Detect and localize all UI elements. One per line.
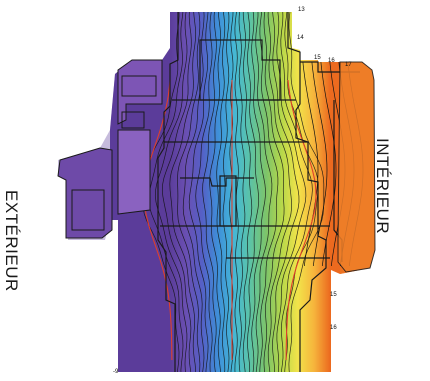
thermal-break xyxy=(180,177,254,187)
isotherm-line xyxy=(182,12,205,372)
profile-mid xyxy=(117,129,151,215)
profile-chamber-2 xyxy=(121,111,145,129)
outline-right xyxy=(287,12,327,372)
isotherm-lines xyxy=(142,12,364,372)
isotherm-line xyxy=(276,12,307,372)
iso-label-17: 17 xyxy=(345,62,352,68)
iso-label-13: 13 xyxy=(298,7,305,13)
isotherm-line-interior xyxy=(320,61,337,267)
isotherm-line xyxy=(238,12,246,372)
iso-label-15b: 15 xyxy=(330,292,337,298)
isotherm-line xyxy=(177,12,201,372)
isotherm-line xyxy=(280,12,313,372)
isotherm-line xyxy=(195,12,213,372)
iso-label-16b: 16 xyxy=(330,325,337,331)
isotherm-line xyxy=(216,12,226,372)
interior-chamber xyxy=(337,61,376,273)
isotherm-line xyxy=(209,12,222,372)
isotherm-line xyxy=(161,12,192,372)
isotherm-line xyxy=(242,12,253,372)
interior-label: INTÉRIEUR xyxy=(373,138,392,235)
iso-label-15: 15 xyxy=(314,55,321,61)
critical-isotherm xyxy=(285,79,317,361)
outline-left xyxy=(157,12,179,372)
profile-chamber-3 xyxy=(71,189,105,231)
isotherm-line xyxy=(222,12,230,372)
isotherm-line xyxy=(202,12,217,372)
critical-isotherms xyxy=(143,79,317,361)
isotherm-line xyxy=(251,12,266,372)
iso-label-14: 14 xyxy=(297,35,304,41)
isotherm-line xyxy=(154,12,188,372)
interior-lip xyxy=(300,61,360,73)
isotherm-line xyxy=(259,12,279,372)
isotherm-line-interior xyxy=(302,61,319,267)
isotherm-value-labels: 13 14 15 16 17 15 16 -9 xyxy=(113,7,352,375)
exterior-label: EXTÉRIEUR xyxy=(2,190,21,292)
isotherm-line xyxy=(255,12,273,372)
isotherm-line xyxy=(263,12,285,372)
isotherm-line xyxy=(267,12,292,372)
exterior-profile xyxy=(57,59,163,239)
critical-isotherm xyxy=(143,79,173,361)
isotherm-line xyxy=(169,12,197,372)
frame-outlines xyxy=(157,12,360,372)
isotherm-line xyxy=(288,12,325,372)
isotherm-line xyxy=(247,12,260,372)
isotherm-line xyxy=(272,12,300,372)
isotherm-line xyxy=(188,12,209,372)
profile-chamber-1 xyxy=(121,75,157,97)
isotherm-line xyxy=(229,12,234,372)
isotherm-line-interior xyxy=(311,61,328,267)
iso-label-16: 16 xyxy=(328,58,335,64)
iso-label-minus9: -9 xyxy=(113,369,119,375)
